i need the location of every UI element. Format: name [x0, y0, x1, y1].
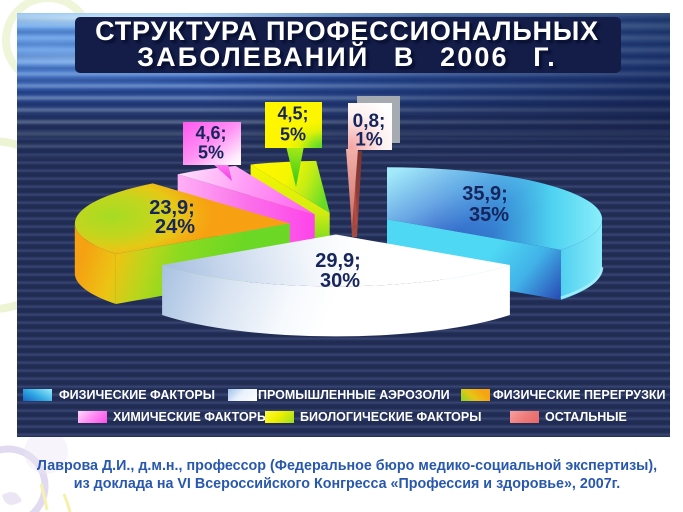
- svg-text:24%: 24%: [155, 216, 195, 238]
- svg-text:4,6;: 4,6;: [195, 123, 226, 143]
- svg-text:1%: 1%: [355, 130, 383, 151]
- svg-text:23,9;: 23,9;: [149, 197, 195, 219]
- svg-text:0,8;: 0,8;: [353, 111, 386, 132]
- svg-text:5%: 5%: [198, 143, 224, 163]
- svg-text:35%: 35%: [469, 204, 509, 226]
- svg-text:4,5;: 4,5;: [277, 104, 308, 124]
- svg-text:35,9;: 35,9;: [462, 183, 508, 205]
- svg-text:5%: 5%: [280, 125, 306, 145]
- svg-text:29,9;: 29,9;: [315, 250, 361, 272]
- svg-text:30%: 30%: [320, 270, 360, 292]
